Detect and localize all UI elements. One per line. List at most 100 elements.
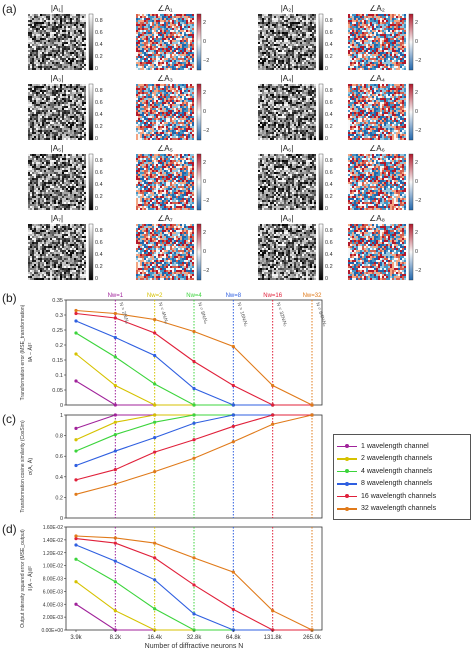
data-point (231, 607, 235, 612)
y-axis-label: Output intensity squared error (MSE_outp… (20, 529, 26, 628)
data-point (192, 456, 196, 460)
amplitude-colorbar-tick: 0.6 (95, 240, 103, 246)
phase-map (136, 154, 194, 210)
matrix-maps: |A₁| 0.8 0.6 0.4 0.2 0 ∠A₁ 2 0 −2 |A₂| 0.8 0.6 0.4 0.2… (28, 4, 421, 282)
data-point (271, 383, 275, 388)
threshold-label: Nw=8 (226, 293, 242, 299)
threshold-label: Nw=1 (108, 293, 124, 299)
phase-map (136, 224, 194, 280)
series-line (75, 535, 313, 631)
phase-colorbar-tick: 0 (203, 39, 206, 45)
legend-swatch (337, 492, 357, 500)
phase-colorbar-tick: 2 (415, 160, 418, 166)
data-point (192, 386, 196, 391)
amplitude-colorbar-tick: 0.6 (95, 100, 103, 106)
data-point (231, 424, 235, 428)
amplitude-colorbar-tick: 0.8 (325, 18, 333, 24)
data-point (231, 344, 235, 349)
amplitude-colorbar-tick: 0 (325, 66, 328, 72)
data-point (271, 609, 275, 613)
phase-colorbar (196, 223, 202, 281)
phase-colorbar-tick: −2 (415, 58, 421, 64)
amplitude-colorbar-tick: 0.8 (95, 158, 103, 164)
x-tick-label: 64.8k (226, 635, 242, 641)
phase-colorbar (408, 83, 414, 141)
legend-item: 4 wavelength channels (337, 466, 432, 476)
legend-swatch (337, 442, 357, 450)
amplitude-map (258, 154, 316, 210)
amplitude-colorbar-tick: 0.2 (325, 194, 333, 200)
data-point (74, 308, 78, 313)
phase-map-title: ∠A₆ (369, 144, 385, 153)
threshold-label: Nw=16 (263, 293, 283, 299)
data-point (153, 403, 157, 407)
y-tick-label: 0.35 (52, 298, 63, 304)
data-point (74, 331, 78, 335)
threshold-annotation: N = 16NᵢNₒ (235, 302, 248, 328)
y-axis-label-formula: ‖A − Â‖² (27, 342, 34, 362)
data-point (153, 607, 157, 611)
phase-colorbar-tick: 0 (415, 39, 418, 45)
y-tick-label: 6.00E-03 (43, 589, 64, 595)
phase-colorbar-tick: −2 (203, 198, 209, 204)
phase-map-title: ∠A₃ (157, 74, 173, 83)
data-point (113, 420, 117, 424)
y-tick-label: 8.00E-03 (43, 577, 64, 583)
data-point (113, 609, 117, 613)
phase-colorbar-tick: 0 (203, 179, 206, 185)
phase-colorbar-tick: −2 (415, 268, 421, 274)
amplitude-colorbar-tick: 0 (95, 136, 98, 142)
y-tick-label: 0.6 (55, 454, 63, 460)
phase-colorbar-tick: −2 (203, 128, 209, 134)
data-point (113, 413, 117, 417)
phase-map (348, 84, 406, 140)
data-point (153, 436, 157, 440)
amplitude-colorbar-tick: 0.2 (95, 264, 103, 270)
x-tick-label: 16.4k (147, 635, 163, 641)
panel-letter-c: (c) (2, 412, 16, 426)
threshold-annotation: N = 2NᵢNₒ (117, 302, 130, 325)
data-point (231, 413, 235, 417)
phase-colorbar-tick: −2 (203, 58, 209, 64)
amplitude-colorbar-tick: 0.6 (325, 170, 333, 176)
data-point (113, 541, 117, 545)
phase-colorbar (196, 153, 202, 211)
data-point (113, 449, 117, 453)
amplitude-colorbar-tick: 0.4 (95, 112, 103, 118)
data-point (192, 359, 196, 364)
phase-colorbar-tick: 2 (203, 230, 206, 236)
amplitude-colorbar-tick: 0.2 (95, 194, 103, 200)
data-point (192, 421, 196, 425)
y-tick-label: 4.00E-03 (43, 602, 64, 608)
phase-map (136, 14, 194, 70)
amplitude-map (28, 224, 86, 280)
y-tick-label: 0.25 (52, 328, 63, 334)
y-tick-label: 0.2 (55, 343, 63, 349)
amplitude-colorbar (318, 223, 324, 281)
y-tick-label: 0 (60, 516, 63, 522)
threshold-label: Nw=4 (186, 293, 202, 299)
data-point (231, 383, 235, 388)
amplitude-map-title: |A₆| (281, 144, 294, 153)
data-point (113, 536, 117, 540)
y-tick-label: 0.8 (55, 434, 63, 440)
data-point (74, 426, 78, 430)
amplitude-colorbar (88, 153, 94, 211)
amplitude-colorbar-tick: 0 (325, 206, 328, 212)
phase-colorbar-tick: 2 (203, 160, 206, 166)
amplitude-map-title: |A₇| (51, 214, 63, 223)
legend-item: 32 wavelength channels (337, 504, 436, 514)
data-point (153, 556, 157, 560)
legend-item: 1 wavelength channel (337, 441, 429, 451)
phase-colorbar-tick: 0 (203, 109, 206, 115)
data-point (153, 578, 157, 582)
amplitude-colorbar-tick: 0.6 (95, 30, 103, 36)
data-point (113, 316, 117, 320)
amplitude-colorbar (88, 83, 94, 141)
amplitude-map (258, 14, 316, 70)
data-point (113, 335, 117, 340)
legend-swatch-dot (345, 481, 349, 486)
data-point (192, 583, 196, 587)
data-point (113, 559, 117, 563)
phase-map-title: ∠A₁ (157, 4, 173, 13)
